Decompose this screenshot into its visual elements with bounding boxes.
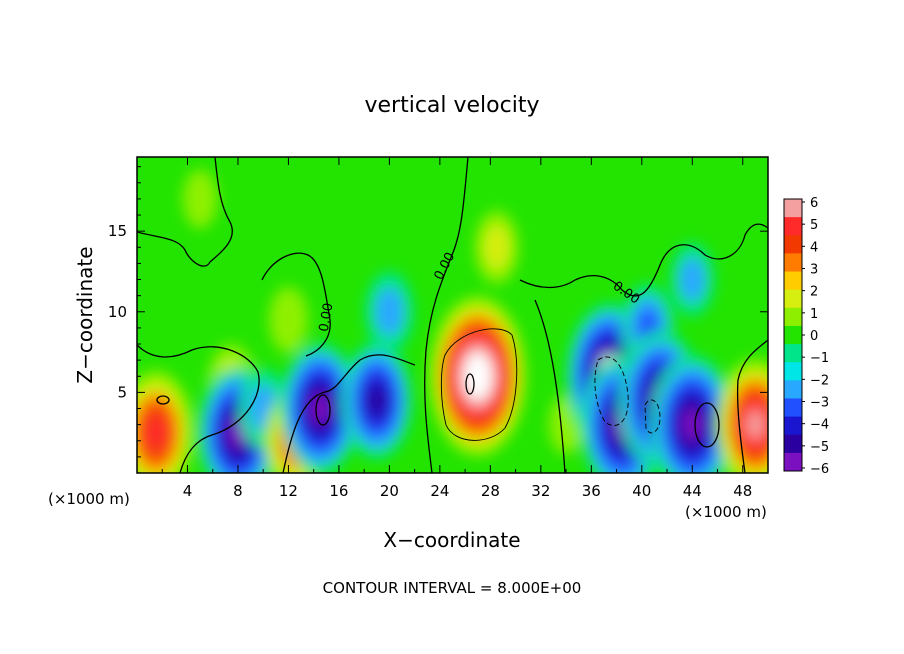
colorbar-label-9: −3 [810, 396, 829, 411]
zero-contour-mid [261, 252, 331, 357]
contour-downdraft-dashed [594, 356, 629, 426]
contour-interval-note: CONTOUR INTERVAL = 8.000E+00 [323, 579, 582, 597]
colorbar-swatch-3 [784, 253, 802, 273]
colorbar-label-0: 6 [810, 196, 818, 211]
zero-contour-tower [424, 157, 469, 473]
x-unit-label: (×1000 m) [685, 503, 767, 521]
colorbar-swatch-14 [784, 452, 802, 472]
contour-lines [137, 157, 768, 473]
y-tick-label-10: 10 [108, 303, 127, 321]
colorbar-label-1: 5 [810, 218, 818, 233]
x-tick-label-20: 20 [380, 482, 399, 500]
contour-closed-3 [694, 402, 720, 448]
colorbar-swatch-11 [784, 398, 802, 418]
colorbar-labels: 6 5 4 3 2 1 0 −1 −2 −3 −4 −5 −6 [802, 196, 829, 477]
chart-title: vertical velocity [364, 93, 539, 118]
zero-contour-east [519, 223, 768, 297]
x-tick-label-4: 4 [183, 482, 193, 500]
colorbar-swatches [784, 199, 802, 472]
colorbar-swatch-0 [784, 199, 802, 218]
colorbar-swatch-13 [784, 434, 802, 454]
x-tick-label-12: 12 [279, 482, 298, 500]
colorbar-label-11: −5 [810, 440, 829, 455]
colorbar-swatch-8 [784, 344, 802, 363]
colorbar-label-4: 2 [810, 285, 818, 300]
colorbar-swatch-6 [784, 307, 802, 327]
x-tick-label-16: 16 [329, 482, 348, 500]
colorbar-swatch-7 [784, 325, 802, 345]
x-tick-label-28: 28 [481, 482, 500, 500]
field-blob-8-level-5 [367, 384, 387, 417]
colorbar-swatch-4 [784, 271, 802, 291]
colorbar-label-8: −2 [810, 373, 829, 388]
field-blob-18-level-2 [679, 257, 706, 302]
colorbar-swatch-12 [784, 416, 802, 436]
x-tick-label-24: 24 [430, 482, 449, 500]
contour-downdraft-dashed-2 [644, 399, 661, 434]
field-blob-1-level-1 [182, 169, 218, 229]
colorbar: 6 5 4 3 2 1 0 −1 −2 −3 −4 −5 −6 [783, 196, 829, 477]
colorbar-label-5: 1 [810, 307, 818, 322]
field-blob-11-level-2 [483, 225, 510, 270]
field-saturated-core-10 [463, 352, 493, 401]
colorbar-label-7: −1 [810, 351, 829, 366]
y-axis-ticks: 5 10 15 [108, 166, 768, 458]
contour-updraft-inner [465, 373, 475, 395]
field-blob-19-level-6 [746, 409, 765, 440]
colorbar-label-6: 0 [810, 329, 818, 344]
zero-contour-central [282, 354, 416, 473]
plot-frame [136, 156, 769, 474]
colorbar-swatch-2 [784, 235, 802, 254]
contour-closed-1 [156, 395, 170, 405]
colorbar-label-12: −6 [810, 462, 829, 477]
field-blob-17-level-6 [682, 408, 702, 441]
field-blob-5-level-1 [268, 286, 309, 353]
colorbar-swatch-1 [784, 217, 802, 236]
x-tick-label-8: 8 [233, 482, 243, 500]
contour-closed-2 [315, 394, 331, 426]
field-blob-9-level-2 [375, 287, 404, 336]
zero-contour-west [137, 344, 260, 473]
x-tick-label-44: 44 [683, 482, 702, 500]
x-tick-label-48: 48 [733, 482, 752, 500]
colorbar-swatch-5 [784, 289, 802, 309]
field-blob-7-level-6 [310, 393, 330, 424]
zero-contour-left [137, 157, 233, 267]
contour-label-1: 0.00 [317, 302, 337, 333]
x-axis-ticks: 4 8 12 16 20 24 28 32 36 40 44 48 [161, 157, 752, 500]
contour-updraft-core [440, 328, 518, 441]
x-tick-label-40: 40 [632, 482, 651, 500]
x-tick-label-36: 36 [582, 482, 601, 500]
zero-contour-east-low [534, 299, 566, 473]
zero-contour-right [736, 339, 768, 473]
y-tick-label-5: 5 [117, 383, 127, 401]
x-axis-label: X−coordinate [383, 528, 520, 552]
y-unit-label: (×1000 m) [48, 490, 130, 508]
colorbar-label-10: −4 [810, 418, 829, 433]
y-axis-label: Z−coordinate [73, 246, 97, 383]
field-blob-0-level-5 [145, 415, 167, 450]
plot-area: 0.00 0.00 0.00 4 8 12 16 20 24 28 32 36 40 44 48 51… [108, 156, 769, 500]
y-tick-label-15: 15 [108, 222, 127, 240]
colorbar-swatch-10 [784, 380, 802, 399]
colorbar-swatch-9 [784, 362, 802, 381]
colorbar-label-3: 3 [810, 263, 818, 278]
x-tick-label-32: 32 [531, 482, 550, 500]
colorbar-label-2: 4 [810, 240, 818, 255]
